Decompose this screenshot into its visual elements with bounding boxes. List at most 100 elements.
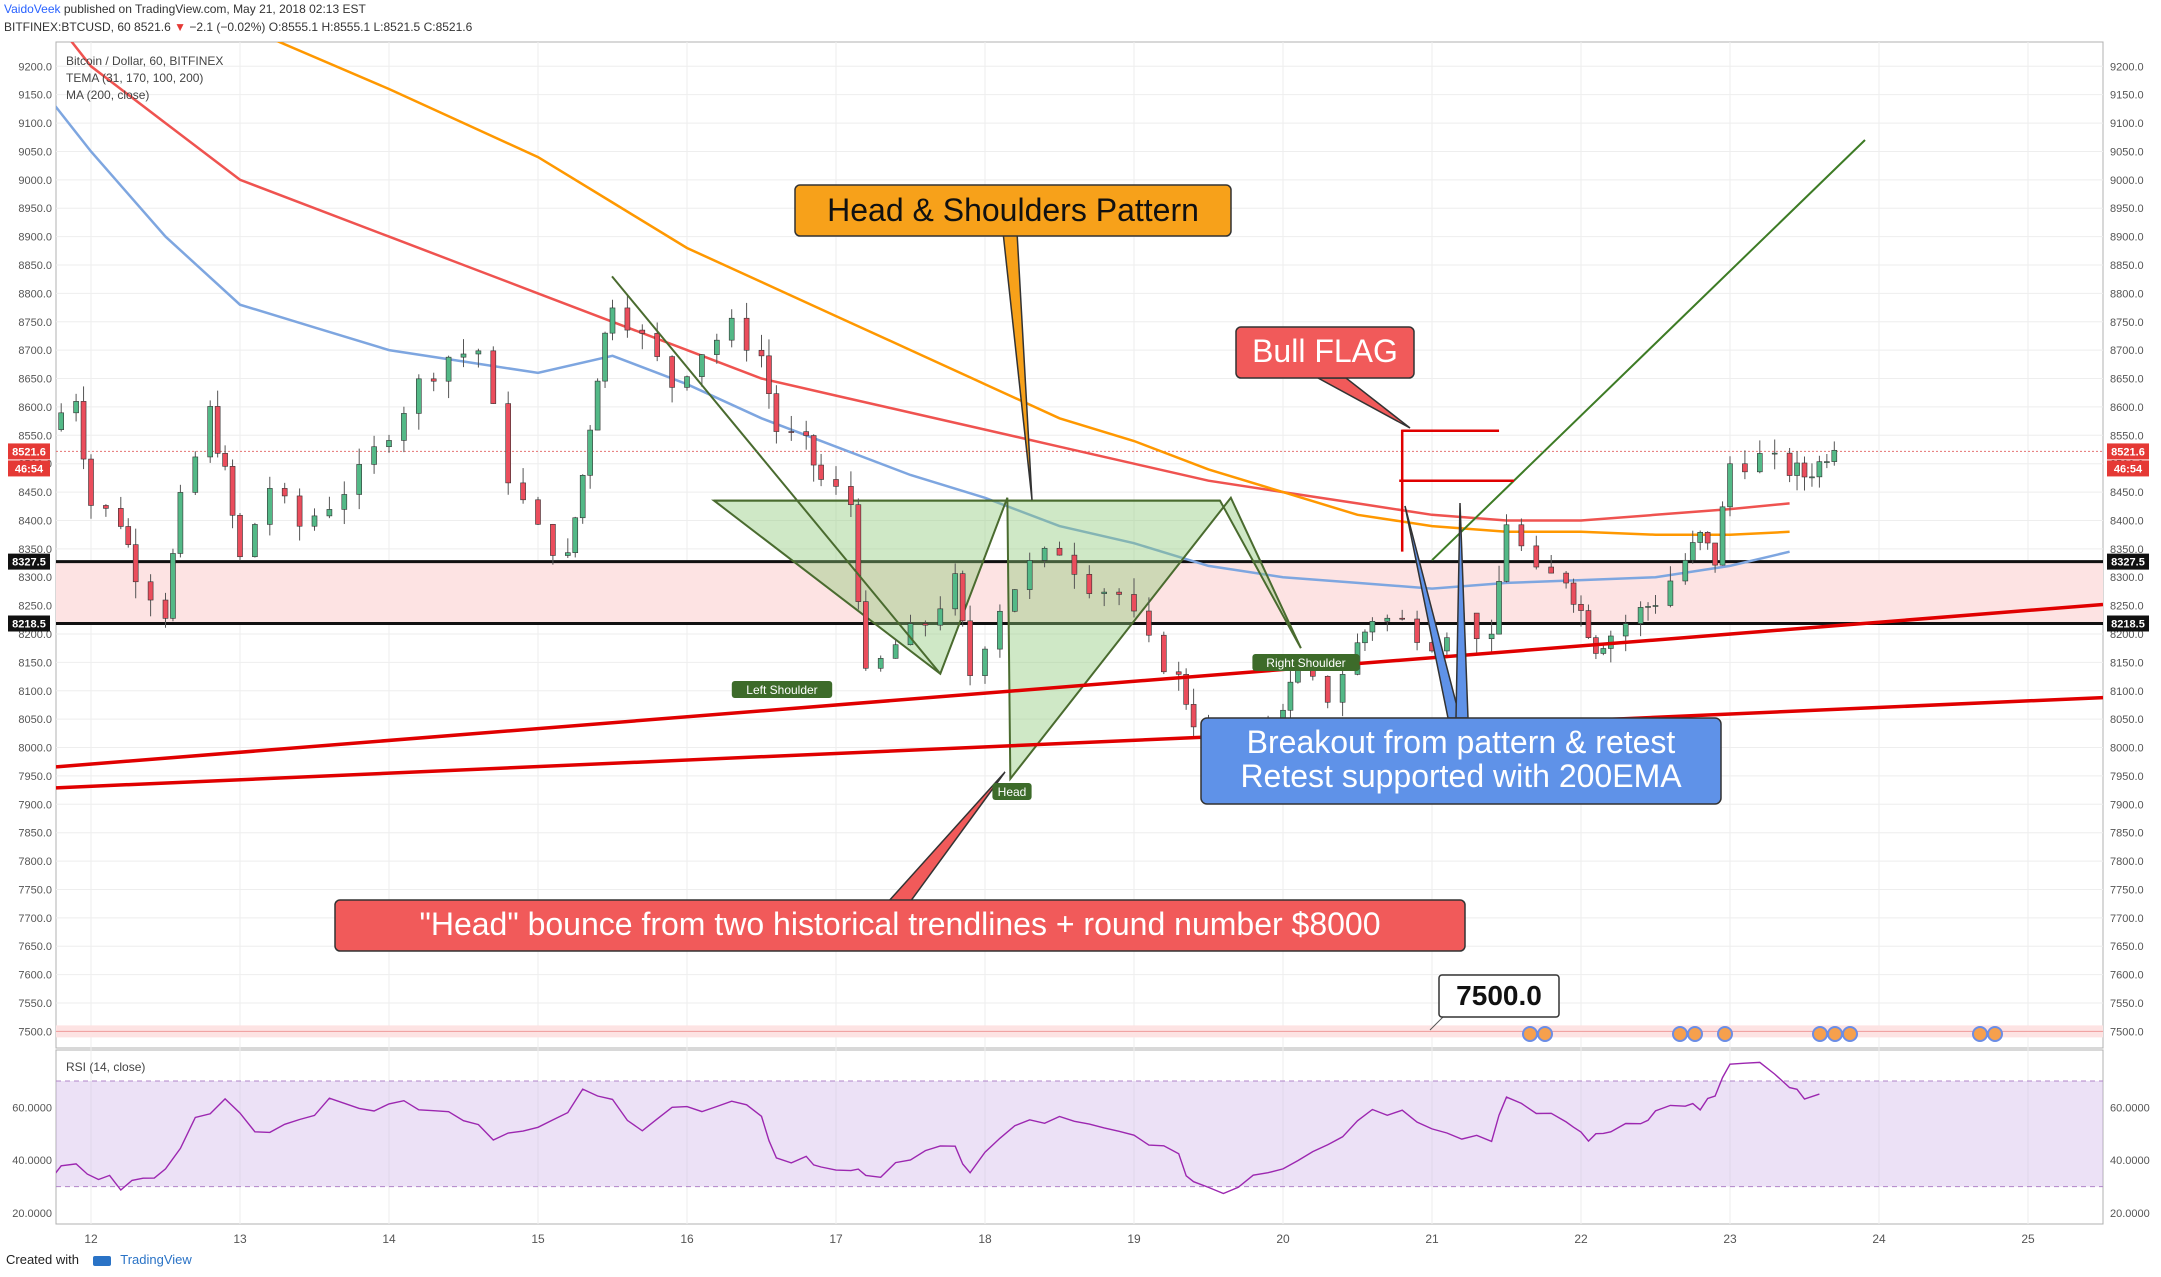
candle-body xyxy=(1369,621,1376,633)
candle-body xyxy=(1071,554,1078,575)
candle-body xyxy=(371,446,377,465)
candle-body xyxy=(892,644,899,659)
candle-body xyxy=(937,608,944,626)
x-tick: 15 xyxy=(531,1232,545,1246)
y-tick-left: 7650.0 xyxy=(18,941,52,953)
countdown-tag-left: 46:54 xyxy=(15,463,44,475)
rsi-tick-left: 40.0000 xyxy=(12,1155,52,1167)
close-value: C:8521.6 xyxy=(423,20,473,34)
symbol-label: BITFINEX:BTCUSD, 60 xyxy=(4,20,131,34)
x-tick: 18 xyxy=(978,1232,992,1246)
level-7500-text: 7500.0 xyxy=(1456,980,1542,1011)
candle-body xyxy=(1786,452,1793,476)
candle-body xyxy=(654,333,661,357)
left-shoulder-label: Left Shoulder xyxy=(746,683,817,697)
level-tag-right-high-bg xyxy=(2107,553,2149,570)
level-7500-box xyxy=(1438,974,1560,1018)
candle-body xyxy=(296,495,303,527)
candle-body xyxy=(1637,607,1644,624)
candle-body xyxy=(520,482,526,501)
candle-body xyxy=(125,526,132,545)
candle-body xyxy=(758,349,765,357)
y-tick-right: 7800.0 xyxy=(2110,856,2144,868)
candle-body xyxy=(132,544,139,583)
y-tick-right: 8450.0 xyxy=(2110,487,2144,499)
candle-body xyxy=(147,581,154,601)
y-tick-right: 7600.0 xyxy=(2110,970,2144,982)
candle-body xyxy=(1563,572,1569,584)
candle-body xyxy=(58,412,65,430)
candle-body xyxy=(1697,532,1703,543)
ohlc-line: BITFINEX:BTCUSD, 60 8521.6 ▼ −2.1 (−0.02… xyxy=(4,20,472,38)
candle-body xyxy=(1324,675,1331,703)
candle-body xyxy=(1086,574,1093,594)
trendline-lower xyxy=(56,695,2103,790)
y-tick-left: 7500.0 xyxy=(18,1026,52,1038)
legend-ma: MA (200, close) xyxy=(66,88,149,102)
last-price: 8521.6 xyxy=(134,20,171,34)
candle-body xyxy=(1131,594,1137,612)
event-marker-icon xyxy=(1987,1026,2003,1042)
x-tick: 14 xyxy=(382,1232,396,1246)
y-tick-left: 7800.0 xyxy=(18,856,52,868)
candle-body xyxy=(1570,582,1577,605)
candle-body xyxy=(1757,453,1763,473)
y-tick-left: 8200.0 xyxy=(18,629,52,641)
author-link[interactable]: VaidoVeek xyxy=(4,2,61,16)
projection-line xyxy=(1431,139,1866,561)
candle-body xyxy=(386,440,392,448)
candle-body xyxy=(1518,524,1525,547)
candle-body xyxy=(1689,542,1696,561)
candle-body xyxy=(669,356,675,388)
y-tick-right: 8250.0 xyxy=(2110,601,2144,613)
candle-body xyxy=(207,406,213,458)
candle-body xyxy=(1622,623,1629,637)
candle-body xyxy=(572,517,579,553)
candle-body xyxy=(713,339,720,355)
y-tick-left: 8350.0 xyxy=(18,544,52,556)
event-marker-icon xyxy=(1687,1026,1703,1042)
candle-body xyxy=(1399,617,1405,620)
level-tag-right-high: 8327.5 xyxy=(2111,557,2145,569)
candle-body xyxy=(1503,524,1510,582)
level-tag-left-high: 8327.5 xyxy=(12,557,46,569)
legend-symbol: Bitcoin / Dollar, 60, BITFINEX xyxy=(66,54,223,68)
candle-body xyxy=(1190,704,1197,728)
candle-body xyxy=(848,486,854,506)
y-tick-left: 9000.0 xyxy=(18,175,52,187)
candle-body xyxy=(1548,566,1554,574)
y-tick-right: 8700.0 xyxy=(2110,345,2144,357)
y-tick-right: 8950.0 xyxy=(2110,203,2144,215)
countdown-tag-right-bg xyxy=(2107,460,2149,477)
candle-body xyxy=(1682,559,1689,582)
rsi-pane xyxy=(55,1049,2104,1225)
candle-body xyxy=(564,552,571,556)
level-tag-left-low-bg xyxy=(8,615,50,632)
candle-body xyxy=(1719,506,1726,566)
head-callout-text: "Head" bounce from two historical trendl… xyxy=(419,906,1380,942)
candle-body xyxy=(1667,580,1674,606)
candle-body xyxy=(1533,545,1540,568)
x-tick: 23 xyxy=(1723,1232,1737,1246)
price-tags: 8521.6 46:54 8521.6 46:54 8327.5 8327.5 8218.5… xyxy=(8,443,2149,632)
candle-body xyxy=(445,356,452,382)
candle-body xyxy=(1339,674,1346,703)
y-tick-left: 7600.0 xyxy=(18,970,52,982)
tradingview-link[interactable]: TradingView xyxy=(120,1252,192,1267)
candle-body xyxy=(401,413,407,441)
candle-body xyxy=(80,401,87,460)
y-tick-right: 9200.0 xyxy=(2110,61,2144,73)
candle-body xyxy=(1704,532,1711,544)
breakout-callout-box xyxy=(1200,717,1722,805)
y-tick-left: 8950.0 xyxy=(18,203,52,215)
candle-body xyxy=(1488,633,1495,640)
candle-body xyxy=(281,488,288,497)
rsi-tick-right: 20.0000 xyxy=(2110,1208,2150,1220)
last-price-tag-right: 8521.6 xyxy=(2111,446,2145,458)
y-tick-left: 8650.0 xyxy=(18,374,52,386)
event-marker-icon xyxy=(1537,1026,1553,1042)
y-tick-right: 8750.0 xyxy=(2110,317,2144,329)
candle-body xyxy=(1287,681,1294,711)
candle-body xyxy=(1026,560,1033,590)
